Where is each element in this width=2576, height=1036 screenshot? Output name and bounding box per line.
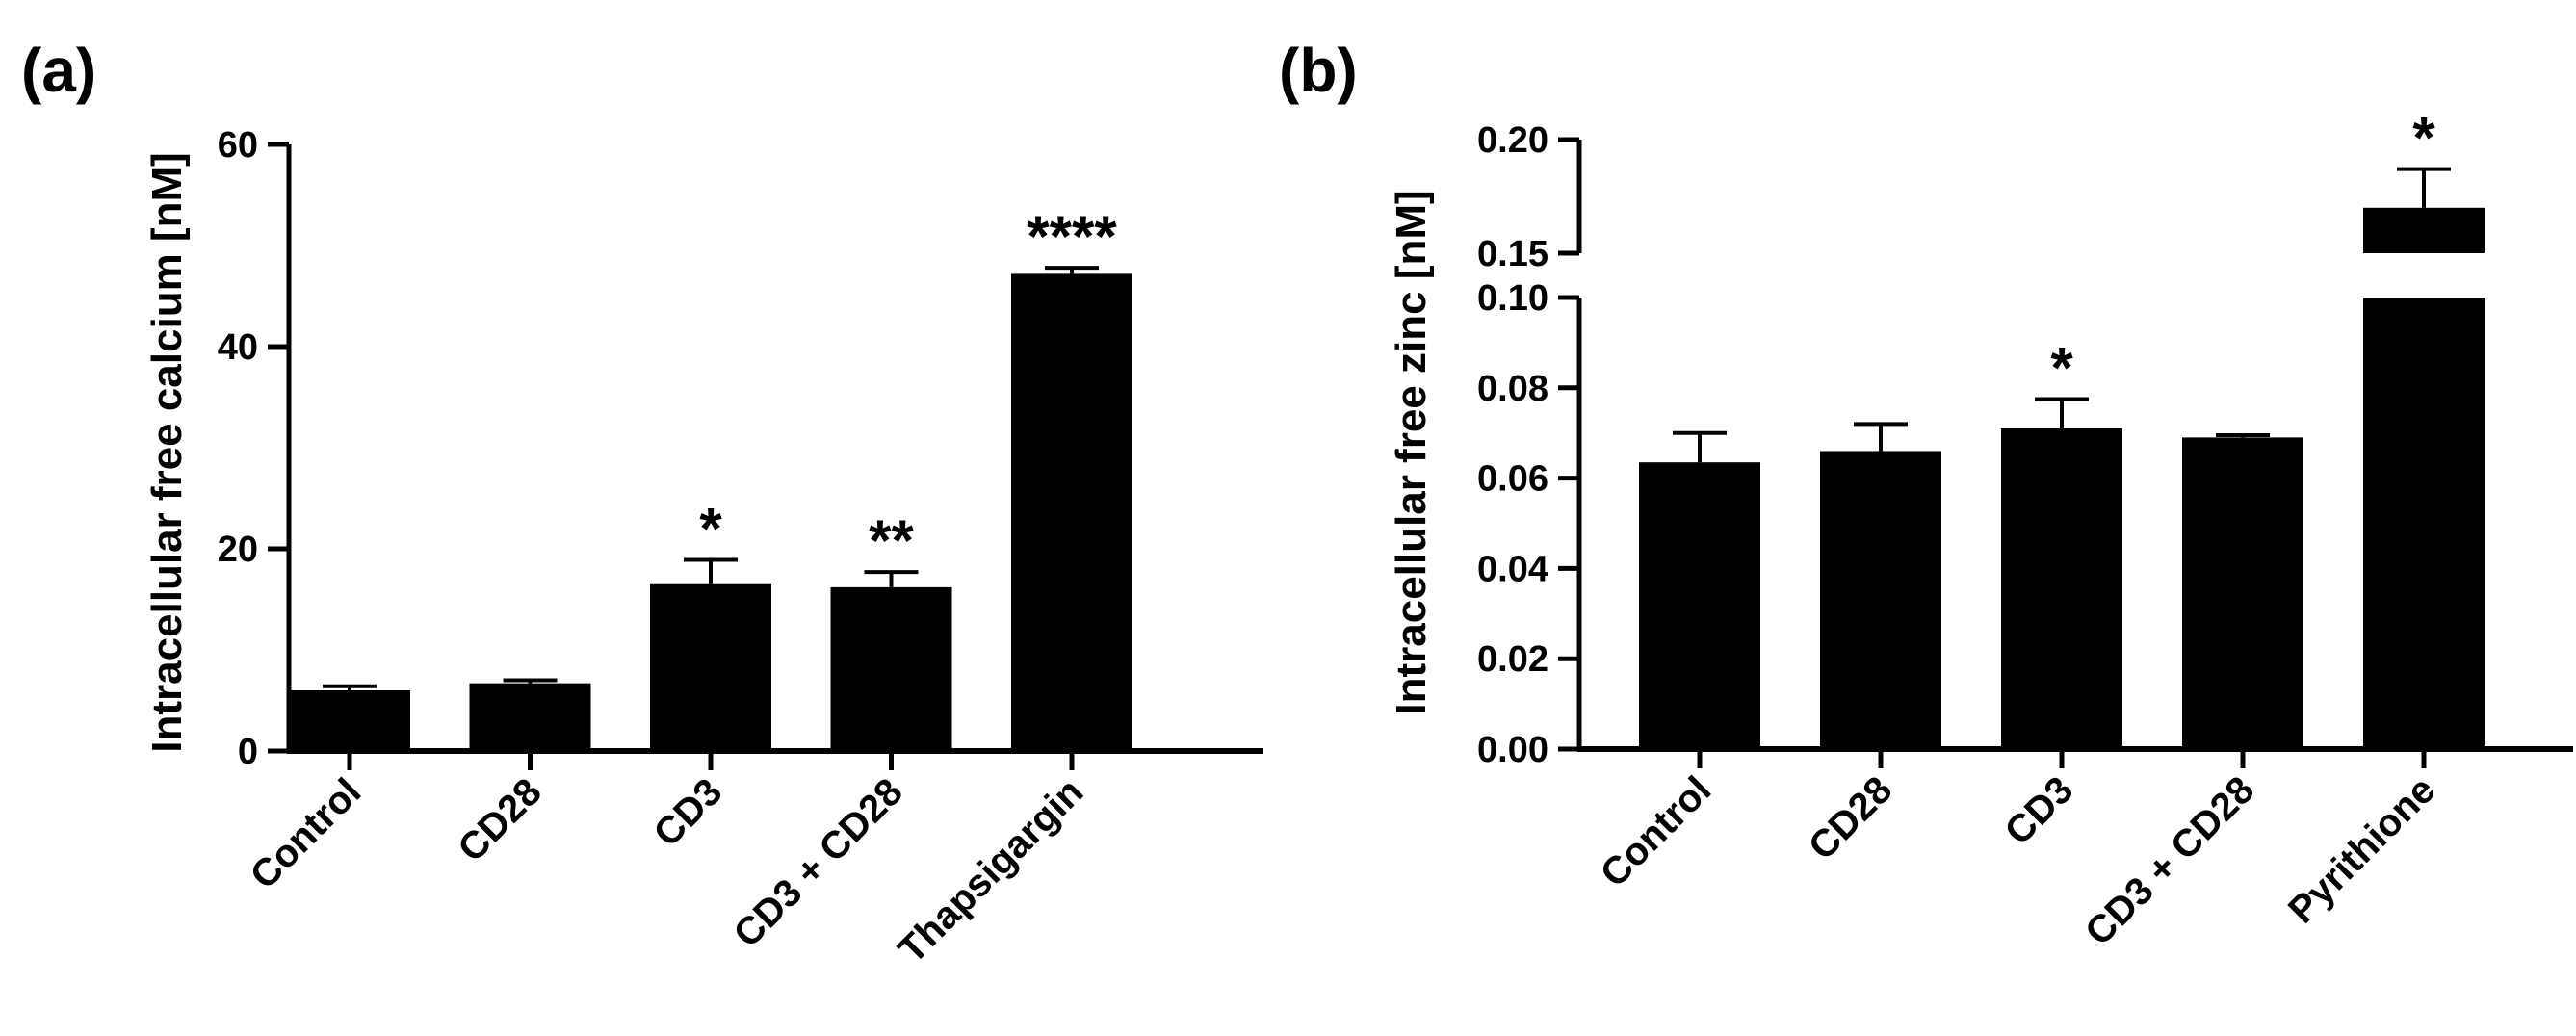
panel-a-bar-thapsigargin [1011, 273, 1132, 751]
panel-b-x-tick-label: CD28 [1801, 768, 1900, 868]
panel-a-y-tick-label: 0 [238, 732, 258, 772]
panel-b-x-tick-label: Pyrithione [2280, 768, 2443, 931]
panel-a-bar-cd3-cd28 [830, 586, 952, 751]
panel-a-bar-cd28 [469, 683, 591, 751]
panel-a-significance-cd3: * [699, 497, 722, 561]
panel-a-y-tick-label: 40 [218, 327, 258, 368]
panel-b-y-tick-label: 0.02 [1477, 639, 1548, 680]
panel-b-bar-cd3 [2001, 428, 2122, 749]
panel-b-x-tick-label: CD3 + CD28 [2077, 768, 2262, 953]
panel-b-y-tick-label: 0.00 [1477, 730, 1548, 770]
panel-b-bar-pyrithione-upper [2363, 207, 2485, 253]
panel-b-bar-cd3-cd28 [2182, 437, 2303, 749]
panel-a-bar-control [289, 690, 410, 751]
panel-b-bar-control [1639, 462, 1760, 749]
panel-b-label: (b) [1279, 36, 1358, 105]
panel-b-significance-cd3: * [2050, 336, 2073, 401]
panel-a-y-tick-label: 20 [218, 530, 258, 570]
panel-a-significance-cd3-cd28: ** [869, 508, 914, 573]
panel-b-y-tick-label: 0.06 [1477, 459, 1548, 500]
panel-b-y-tick-label: 0.15 [1477, 234, 1548, 274]
panel-a-x-tick-label: CD3 + CD28 [726, 770, 911, 955]
panel-b-y-tick-label: 0.10 [1477, 278, 1548, 319]
panel-b-zinc-chart: (b) Intracellular free zinc [nM] 0.00 0.0… [1279, 36, 2573, 953]
panel-a-x-tick-label: CD28 [450, 770, 549, 869]
panel-a-calcium-chart: (a) Intracellular free calcium [nM] 0 20 4… [21, 36, 1263, 971]
panel-b-bar-cd28 [1820, 451, 1941, 749]
panel-b-y-tick-label: 0.08 [1477, 369, 1548, 409]
panel-a-y-tick-label: 60 [218, 125, 258, 166]
panel-a-bar-cd3 [650, 583, 771, 751]
panel-a-x-tick-label: CD3 [646, 770, 731, 855]
panel-b-y-axis-title: Intracellular free zinc [nM] [1388, 190, 1435, 714]
panel-b-bar-pyrithione-lower [2363, 298, 2485, 749]
panel-b-y-tick-label: 0.20 [1477, 120, 1548, 161]
panel-b-significance-pyrithione: * [2412, 106, 2435, 170]
panel-a-significance-thapsigargin: **** [1027, 204, 1117, 269]
panel-a-x-tick-label: Control [243, 770, 370, 897]
panel-b-x-tick-label: CD3 [1997, 768, 2082, 853]
panel-a-x-tick-label: Thapsigargin [891, 770, 1092, 971]
panel-b-y-tick-label: 0.04 [1477, 549, 1548, 589]
panel-b-x-tick-label: Control [1593, 768, 1720, 895]
panel-a-y-axis-title: Intracellular free calcium [nM] [143, 152, 191, 753]
panel-a-label: (a) [21, 36, 96, 105]
